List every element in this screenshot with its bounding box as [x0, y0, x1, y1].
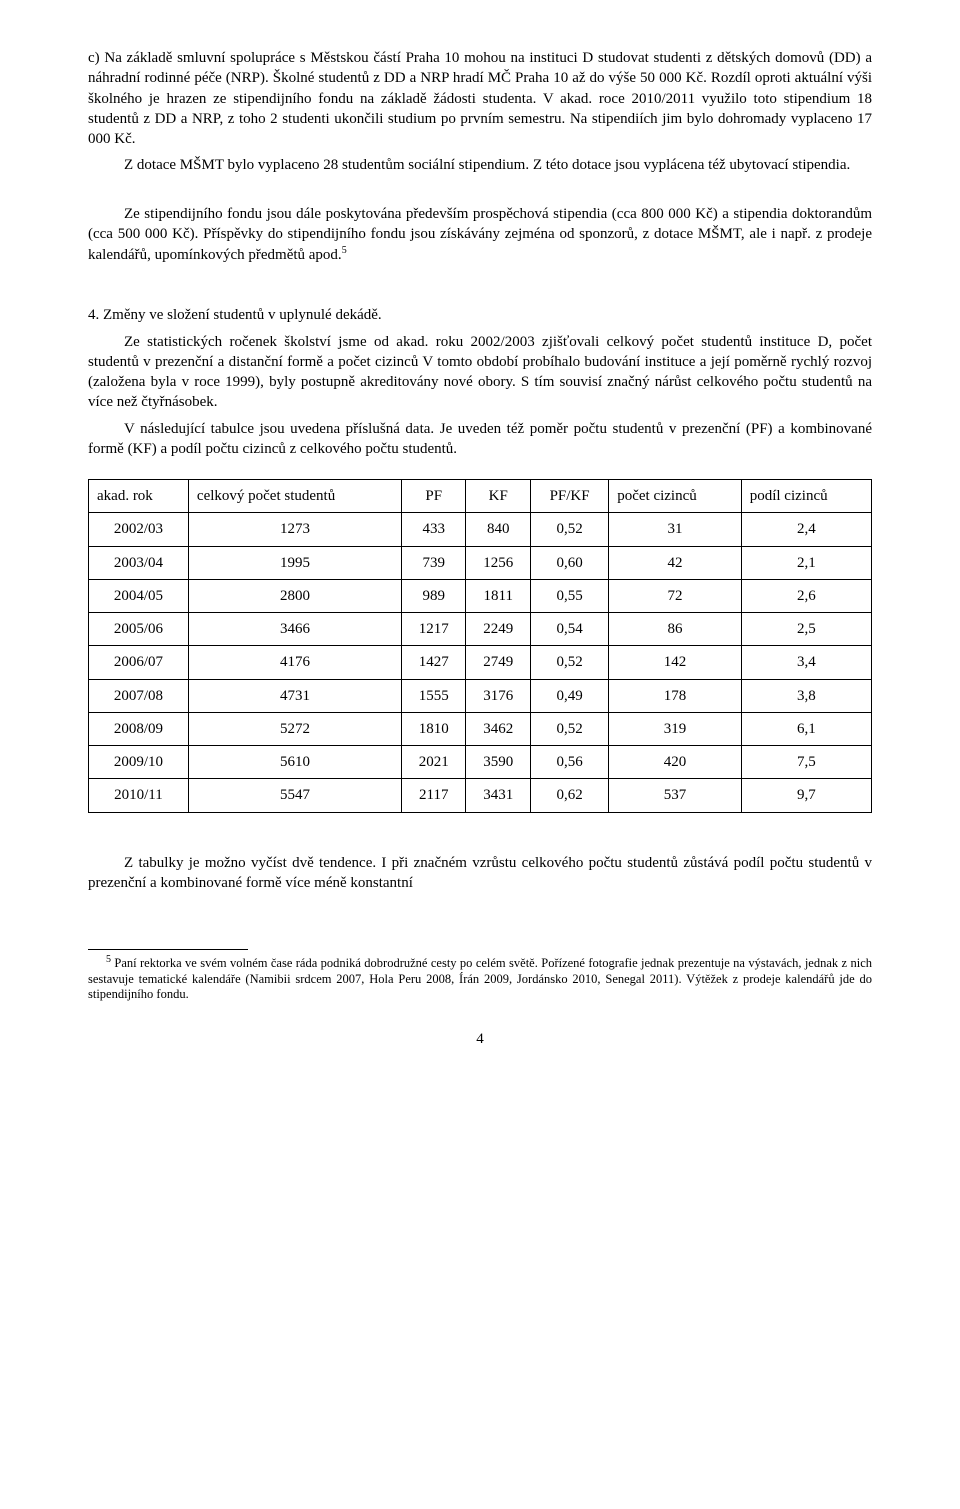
table-cell: 2002/03	[89, 513, 189, 546]
table-cell: 2008/09	[89, 712, 189, 745]
table-cell: 3466	[188, 613, 401, 646]
table-cell: 2800	[188, 579, 401, 612]
table-cell: 739	[402, 546, 466, 579]
footnote-ref-5: 5	[342, 245, 347, 256]
table-cell: 2,5	[741, 613, 871, 646]
table-cell: 3,4	[741, 646, 871, 679]
table-cell: 72	[609, 579, 741, 612]
table-cell: 3,8	[741, 679, 871, 712]
table-row: 2006/074176142727490,521423,4	[89, 646, 872, 679]
paragraph-msmt: Z dotace MŠMT bylo vyplaceno 28 studentů…	[88, 155, 872, 175]
page-number: 4	[88, 1029, 872, 1049]
table-row: 2010/115547211734310,625379,7	[89, 779, 872, 812]
table-cell: 2004/05	[89, 579, 189, 612]
table-cell: 537	[609, 779, 741, 812]
table-cell: 2003/04	[89, 546, 189, 579]
table-cell: 2,4	[741, 513, 871, 546]
section-4-heading: 4. Změny ve složení studentů v uplynulé …	[88, 305, 872, 325]
table-cell: 6,1	[741, 712, 871, 745]
table-cell: 0,52	[530, 646, 608, 679]
table-cell: 1217	[402, 613, 466, 646]
table-cell: 0,62	[530, 779, 608, 812]
table-row: 2002/0312734338400,52312,4	[89, 513, 872, 546]
table-cell: 2,6	[741, 579, 871, 612]
table-cell: 2021	[402, 746, 466, 779]
table-cell: 2,1	[741, 546, 871, 579]
table-cell: 433	[402, 513, 466, 546]
table-row: 2008/095272181034620,523196,1	[89, 712, 872, 745]
table-cell: 2010/11	[89, 779, 189, 812]
table-cell: 2005/06	[89, 613, 189, 646]
th-pf: PF	[402, 480, 466, 513]
table-row: 2007/084731155531760,491783,8	[89, 679, 872, 712]
table-cell: 1811	[466, 579, 530, 612]
table-cell: 0,54	[530, 613, 608, 646]
table-cell: 420	[609, 746, 741, 779]
table-cell: 0,49	[530, 679, 608, 712]
table-cell: 1555	[402, 679, 466, 712]
table-cell: 5272	[188, 712, 401, 745]
th-podil-cizincu: podíl cizinců	[741, 480, 871, 513]
table-cell: 1995	[188, 546, 401, 579]
table-cell: 9,7	[741, 779, 871, 812]
table-cell: 42	[609, 546, 741, 579]
table-cell: 1273	[188, 513, 401, 546]
paragraph-stipend-fund: Ze stipendijního fondu jsou dále poskyto…	[88, 204, 872, 266]
table-body: 2002/0312734338400,52312,42003/041995739…	[89, 513, 872, 812]
table-header-row: akad. rok celkový počet studentů PF KF P…	[89, 480, 872, 513]
table-row: 2009/105610202135900,564207,5	[89, 746, 872, 779]
table-cell: 178	[609, 679, 741, 712]
table-cell: 319	[609, 712, 741, 745]
table-cell: 0,56	[530, 746, 608, 779]
table-cell: 4176	[188, 646, 401, 679]
table-cell: 2117	[402, 779, 466, 812]
table-cell: 2249	[466, 613, 530, 646]
table-cell: 2009/10	[89, 746, 189, 779]
table-cell: 0,55	[530, 579, 608, 612]
footnote-5: 5 Paní rektorka ve svém volném čase ráda…	[88, 954, 872, 1003]
table-cell: 3462	[466, 712, 530, 745]
table-cell: 4731	[188, 679, 401, 712]
table-cell: 2007/08	[89, 679, 189, 712]
th-pfkf: PF/KF	[530, 480, 608, 513]
table-row: 2005/063466121722490,54862,5	[89, 613, 872, 646]
footnote-separator	[88, 949, 248, 950]
paragraph-table-conclusion: Z tabulky je možno vyčíst dvě tendence. …	[88, 853, 872, 894]
table-row: 2003/04199573912560,60422,1	[89, 546, 872, 579]
table-cell: 3176	[466, 679, 530, 712]
table-cell: 0,52	[530, 513, 608, 546]
table-cell: 5610	[188, 746, 401, 779]
table-cell: 7,5	[741, 746, 871, 779]
paragraph-stipend-text: Ze stipendijního fondu jsou dále poskyto…	[88, 206, 872, 264]
table-cell: 31	[609, 513, 741, 546]
table-cell: 1427	[402, 646, 466, 679]
table-cell: 86	[609, 613, 741, 646]
table-cell: 840	[466, 513, 530, 546]
table-cell: 0,60	[530, 546, 608, 579]
table-cell: 1810	[402, 712, 466, 745]
paragraph-section4-2: V následující tabulce jsou uvedena přísl…	[88, 419, 872, 460]
th-celkovy: celkový počet studentů	[188, 480, 401, 513]
table-cell: 2006/07	[89, 646, 189, 679]
table-cell: 2749	[466, 646, 530, 679]
table-cell: 3431	[466, 779, 530, 812]
students-table: akad. rok celkový počet studentů PF KF P…	[88, 479, 872, 813]
table-cell: 1256	[466, 546, 530, 579]
th-akad-rok: akad. rok	[89, 480, 189, 513]
paragraph-section4-1: Ze statistických ročenek školství jsme o…	[88, 332, 872, 413]
table-cell: 0,52	[530, 712, 608, 745]
paragraph-c: c) Na základě smluvní spolupráce s Městs…	[88, 48, 872, 149]
table-cell: 3590	[466, 746, 530, 779]
footnote-5-text: Paní rektorka ve svém volném čase ráda p…	[88, 956, 872, 1001]
th-kf: KF	[466, 480, 530, 513]
table-row: 2004/05280098918110,55722,6	[89, 579, 872, 612]
table-cell: 989	[402, 579, 466, 612]
table-cell: 142	[609, 646, 741, 679]
th-pocet-cizincu: počet cizinců	[609, 480, 741, 513]
table-cell: 5547	[188, 779, 401, 812]
